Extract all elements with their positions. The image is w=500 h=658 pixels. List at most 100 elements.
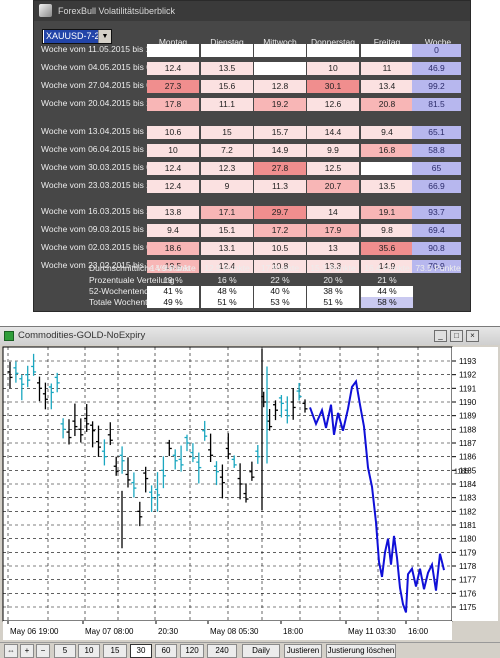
summary-value: 17 Punkte [260,263,300,273]
column-header-0: Montag [158,37,188,47]
volatility-cell: 14.9 [361,260,413,273]
volatility-cell [307,44,359,57]
volatility-cell [361,162,413,175]
summary-value: 20 % [323,275,343,285]
chart-tool-icon-1[interactable]: ⇔ [4,644,18,658]
week-row-label: Woche vom 09.03.2015 bis 13.03.2015 [41,224,189,234]
week-row-label: Woche vom 06.04.2015 bis 10.04.2015 [41,144,189,154]
column-header-5: Woche [424,37,452,47]
time-label: May 11 03:30 [348,627,396,636]
price-chart[interactable]: 1193 1192 1191 1190 1189 1188 1187 1186 1185 1184… [0,345,500,642]
volatility-cell: 12.4 [147,162,199,175]
timeframe-button-0[interactable]: 5 [54,644,76,658]
volatility-cell: 9.4 [361,126,413,139]
price-label: 1179 [459,548,477,557]
summary-label: Prozentuale Verteilung [89,275,175,285]
timeframe-toolbar: ⇔ + −5 10 15 30 60 120 240 Daily Justieren Justieru… [0,642,500,658]
volatility-cell: 12.8 [254,80,306,93]
week-total-cell: 93.7 [412,206,461,219]
volatility-cell: 12.4 [147,62,199,75]
volatility-cell: 12.3 [201,162,253,175]
time-label: 16:00 [408,627,429,636]
timeframe-button-6[interactable]: 240 [207,644,237,658]
week-row-label: Woche vom 23.03.2015 bis 27.03.2015 [41,180,189,190]
zoom-out-icon[interactable]: − [36,644,50,658]
week-row-label: Woche vom 11.05.2015 bis 15.05.2015 [41,44,189,54]
symbol-value: XAUUSD-7-22 [44,30,107,43]
volatility-cell: 18.6 [147,242,199,255]
summary-value: 41 % [147,286,199,297]
minimize-button[interactable]: _ [434,330,447,342]
price-label: 1184 [459,480,477,489]
price-label: 1187 [459,439,477,448]
week-row-label: Woche vom 16.03.2015 bis 20.03.2015 [41,206,189,216]
app-icon [39,4,52,17]
current-price-label: 1185 [454,468,469,475]
summary-value: 51 % [307,297,359,308]
maximize-button[interactable]: □ [450,330,463,342]
volatility-cell: 10.5 [254,242,306,255]
timeframe-button-2[interactable]: 15 [103,644,127,658]
price-label: 1185 [459,466,477,475]
summary-value: 16.4 Punkte [364,263,410,273]
timeframe-button-4[interactable]: 60 [155,644,177,658]
volatility-cell: 12.6 [307,98,359,111]
volatility-cell: 27.8 [254,162,306,175]
week-row-label: Woche vom 27.04.2015 bis 01.05.2015 [41,80,189,90]
close-button[interactable]: × [466,330,479,342]
volatility-cell: 13.4 [361,80,413,93]
timeframe-button-7[interactable]: Daily [242,644,280,658]
summary-value: 48 % [201,286,253,297]
volatility-cell: 10 [307,62,359,75]
week-row-label: Woche vom 02.03.2015 bis 06.03.2015 [41,242,189,252]
time-label: 20:30 [158,627,179,636]
volatility-cell: 10.6 [147,126,199,139]
volatility-cell: 19.1 [361,206,413,219]
price-label: 1191 [459,384,477,393]
volatility-cell: 15.6 [201,80,253,93]
week-total-cell: 69.4 [412,224,461,237]
timeframe-button-8[interactable]: Justieren [284,644,322,658]
price-label: 1177 [459,576,477,585]
volatility-cell [254,62,306,75]
week-total-cell: 66.9 [412,180,461,193]
chart-titlebar: Commodities-GOLD-NoExpiry _ □ × [0,327,500,345]
timeframe-button-3[interactable]: 30 [130,644,152,658]
chevron-down-icon[interactable]: ▼ [98,30,111,43]
volatility-cell [361,44,413,57]
timeframe-button-1[interactable]: 10 [78,644,100,658]
volatility-cell: 17.1 [201,206,253,219]
summary-label: Totale Wochentendenz [89,297,176,307]
week-row-label: Woche vom 23.02.2015 bis 27.02.2015 [41,260,189,270]
volatility-titlebar: ForexBull Volatilitätsüberblick [34,1,470,21]
summary-value: 22 % [270,275,290,285]
volatility-cell: 17.8 [147,98,199,111]
price-label: 1176 [459,589,477,598]
price-label: 1193 [459,357,477,366]
zoom-in-icon[interactable]: + [20,644,34,658]
chart-title: Commodities-GOLD-NoExpiry [18,330,146,341]
volatility-cell: 14.9 [254,144,306,157]
timeframe-button-9[interactable]: Justierung löschen [326,644,396,658]
volatility-cell: 13.8 [147,206,199,219]
summary-value: 16 % [217,275,237,285]
summary-value: 19 % [163,275,183,285]
summary-label: 52-Wochentendenz [89,286,163,296]
price-label: 1188 [459,425,477,434]
column-header-1: Dienstag [210,37,244,47]
volatility-cell: 35.6 [361,242,413,255]
volatility-cell: 27.3 [147,80,199,93]
summary-value: 53 % [254,297,306,308]
volatility-cell: 9 [201,180,253,193]
timeframe-button-5[interactable]: 120 [180,644,204,658]
symbol-dropdown[interactable]: XAUUSD-7-22 ▼ [42,29,112,44]
week-total-cell: 90.8 [412,242,461,255]
summary-value: 15.3 Punkte [310,263,356,273]
week-total-cell: 46.9 [412,62,461,75]
volatility-cell: 12.5 [307,162,359,175]
price-label: 1178 [459,562,477,571]
week-total-cell: 70.9 [412,260,461,273]
volatility-cell: 15 [201,126,253,139]
volatility-cell: 13.3 [307,260,359,273]
volatility-cell: 20.7 [307,180,359,193]
